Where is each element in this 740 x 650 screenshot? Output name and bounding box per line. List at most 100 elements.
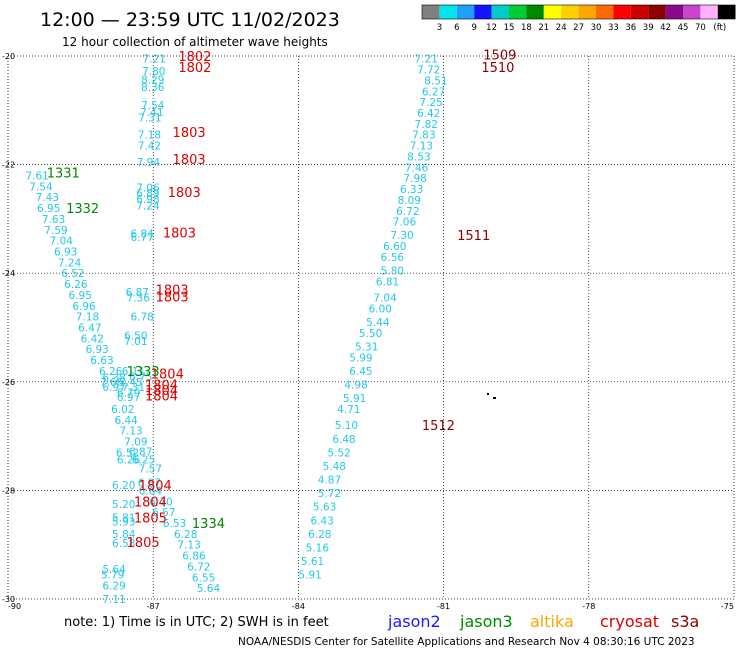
satellite-legend-item: altika bbox=[530, 612, 574, 631]
pass-number: 1804 bbox=[151, 368, 184, 383]
wave-height-value: 6.55 bbox=[192, 572, 215, 584]
color-swatch bbox=[509, 5, 527, 19]
wave-height-value: 6.98 bbox=[136, 194, 159, 206]
color-scale-label: 12 bbox=[486, 23, 497, 33]
wave-height-value: 6.87 bbox=[129, 446, 152, 458]
satellite-legend-item: cryosat bbox=[600, 612, 659, 631]
wave-height-value: 6.58 bbox=[112, 538, 135, 550]
pass-number: 1802 bbox=[178, 50, 211, 65]
pass-number: 1512 bbox=[422, 419, 455, 434]
color-scale-bar: 3 6 9 12 15 18 21 24 27 30 33 36 39 42 45 70 (ft) bbox=[421, 4, 736, 33]
satellite-legend: jason2 jason3 altika cryosat s3a bbox=[387, 612, 699, 631]
page-title: 12:00 — 23:59 UTC 11/02/2023 bbox=[40, 9, 340, 31]
wave-height-value: 6.20 bbox=[112, 480, 135, 492]
wave-height-value: 6.75 bbox=[129, 371, 152, 383]
color-swatch bbox=[543, 5, 562, 19]
wave-height-value: 7.13 bbox=[177, 540, 200, 552]
wave-height-value: 6.57 bbox=[152, 507, 175, 519]
color-bar-frame bbox=[421, 4, 736, 20]
wave-height-value: 6.42 bbox=[417, 108, 440, 120]
wave-height-value: 5.44 bbox=[366, 317, 390, 329]
color-scale-label: 9 bbox=[471, 23, 476, 33]
wave-height-value: 5.81 bbox=[112, 513, 135, 525]
wave-height-value: 6.96 bbox=[72, 301, 96, 313]
color-scale-label: 36 bbox=[625, 23, 636, 33]
x-tick-label: -90 bbox=[8, 602, 21, 611]
wave-height-value: 7.54 bbox=[141, 100, 165, 112]
color-scale-label: 15 bbox=[504, 23, 515, 33]
legend-note: note: 1) Time is in UTC; 2) SWH is in fe… bbox=[64, 615, 329, 630]
wave-height-value: 6.87 bbox=[138, 477, 161, 489]
wave-height-value: 7.82 bbox=[415, 119, 438, 131]
wave-height-value: 6.72 bbox=[187, 561, 210, 573]
wave-height-value: 6.44 bbox=[114, 415, 138, 427]
color-swatch bbox=[422, 5, 440, 19]
wave-height-value: 5.91 bbox=[343, 393, 366, 405]
color-scale-label: 39 bbox=[643, 23, 654, 33]
pass-number: 1333 bbox=[127, 365, 160, 380]
wave-height-value: 7.11 bbox=[102, 594, 125, 606]
wave-height-value: 6.33 bbox=[400, 184, 423, 196]
wave-height-value: 7.06 bbox=[393, 217, 417, 229]
color-swatch bbox=[526, 5, 544, 19]
wave-height-value: 7.57 bbox=[139, 464, 162, 476]
color-swatch bbox=[474, 5, 492, 19]
wave-height-value: 6.97 bbox=[117, 392, 140, 404]
wave-height-value: 6.93 bbox=[85, 344, 108, 356]
y-tick-label: -24 bbox=[2, 269, 15, 278]
pass-number: 1510 bbox=[481, 61, 514, 76]
wave-height-value: 7.36 bbox=[127, 293, 151, 305]
color-swatch bbox=[630, 5, 649, 19]
wave-height-value: 7.18 bbox=[76, 312, 99, 324]
wave-height-value: 8.36 bbox=[141, 82, 165, 94]
x-tick-label: -75 bbox=[721, 602, 734, 611]
wave-height-value: 6.43 bbox=[311, 515, 334, 527]
wave-height-value: 6.63 bbox=[90, 355, 113, 367]
wave-height-value: 7.83 bbox=[412, 130, 435, 142]
pass-number: 1803 bbox=[156, 291, 189, 306]
wave-height-value: 6.52 bbox=[116, 447, 139, 459]
data-speck bbox=[487, 393, 489, 395]
wave-height-value: 4.98 bbox=[344, 380, 367, 392]
wave-height-value: 5.91 bbox=[298, 570, 321, 582]
wave-height-value: 7.18 bbox=[138, 130, 161, 142]
wave-height-value: 6.77 bbox=[130, 232, 153, 244]
wave-height-value: 7.54 bbox=[29, 181, 53, 193]
wave-height-value: 5.80 bbox=[381, 265, 404, 277]
wave-height-value: 6.29 bbox=[102, 580, 125, 592]
color-scale-label: 24 bbox=[556, 23, 567, 33]
wave-height-labels: 7.217.808.298.367.547.417.317.187.427.94… bbox=[25, 54, 447, 606]
pass-number: 1803 bbox=[156, 283, 189, 298]
wave-height-value: 5.16 bbox=[306, 542, 330, 554]
y-tick-label: -20 bbox=[2, 52, 15, 61]
color-swatch bbox=[456, 5, 475, 19]
pass-number: 1804 bbox=[145, 384, 178, 399]
data-speck bbox=[493, 397, 496, 399]
y-tick-label: -26 bbox=[2, 378, 15, 387]
color-scale-unit: (ft) bbox=[713, 23, 726, 33]
wave-height-value: 6.27 bbox=[422, 86, 445, 98]
color-swatch bbox=[717, 5, 736, 19]
x-tick-label: -87 bbox=[147, 602, 160, 611]
wave-height-value: 6.25 bbox=[132, 454, 155, 466]
color-scale-label: 3 bbox=[437, 23, 442, 33]
wave-height-value: 7.06 bbox=[136, 182, 160, 194]
wave-height-value: 5.50 bbox=[359, 328, 382, 340]
wave-height-value: 5.31 bbox=[355, 342, 378, 354]
wave-height-value: 7.63 bbox=[42, 214, 65, 226]
wave-height-value: 6.95 bbox=[37, 203, 60, 215]
color-swatch bbox=[700, 5, 718, 19]
color-swatch bbox=[665, 5, 683, 19]
pass-number: 1511 bbox=[457, 229, 490, 244]
pass-number: 1509 bbox=[483, 48, 516, 63]
plot-area: -20 -22 -24 -26 -28 -30 -90 -87 -84 -81 -78 -75 7.… bbox=[2, 48, 735, 611]
wave-height-value: 6.56 bbox=[381, 252, 405, 264]
wave-height-value: 7.04 bbox=[50, 236, 74, 248]
wave-height-value: 7.66 bbox=[100, 377, 124, 389]
wave-height-value: 5.10 bbox=[335, 420, 358, 432]
color-scale-label: 33 bbox=[608, 23, 619, 33]
color-swatch bbox=[439, 5, 457, 19]
credit-line: NOAA/NESDIS Center for Satellite Applica… bbox=[238, 636, 695, 648]
wave-height-value: 6.53 bbox=[163, 518, 186, 530]
wave-height-value: 5.72 bbox=[318, 488, 341, 500]
